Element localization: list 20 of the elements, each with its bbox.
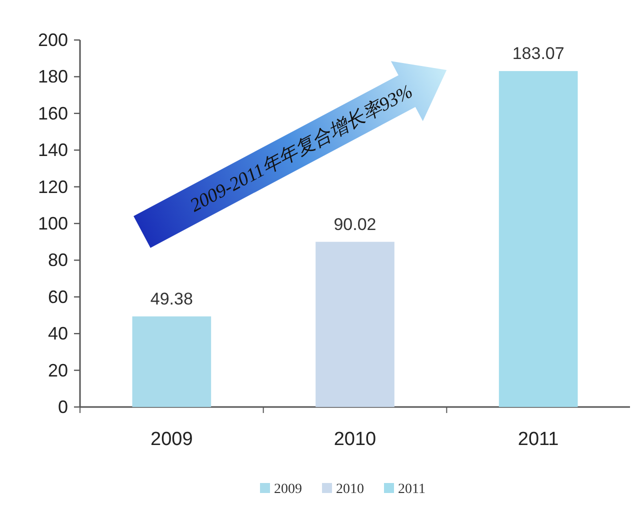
x-tick-label: 2010 <box>334 429 376 450</box>
y-tick-label: 100 <box>38 214 68 234</box>
legend-label: 2011 <box>398 482 426 497</box>
y-tick-label: 60 <box>48 286 68 307</box>
y-tick-label: 0 <box>58 397 68 417</box>
y-tick-label: 40 <box>48 324 68 344</box>
legend-label: 2010 <box>336 482 364 497</box>
data-label: 49.38 <box>150 289 193 308</box>
y-tick-label: 160 <box>38 103 68 124</box>
y-tick-label: 20 <box>48 360 68 380</box>
x-tick-label: 2009 <box>150 429 193 450</box>
x-tick-label: 2011 <box>518 429 559 450</box>
y-tick-label: 140 <box>38 140 68 160</box>
data-label: 183.07 <box>512 44 564 64</box>
legend-label: 2009 <box>274 482 302 497</box>
data-label: 90.02 <box>334 214 376 234</box>
y-tick-label: 120 <box>38 176 68 197</box>
y-tick-label: 80 <box>48 250 68 270</box>
y-tick-label: 180 <box>38 66 68 87</box>
y-tick-label: 200 <box>38 30 68 50</box>
